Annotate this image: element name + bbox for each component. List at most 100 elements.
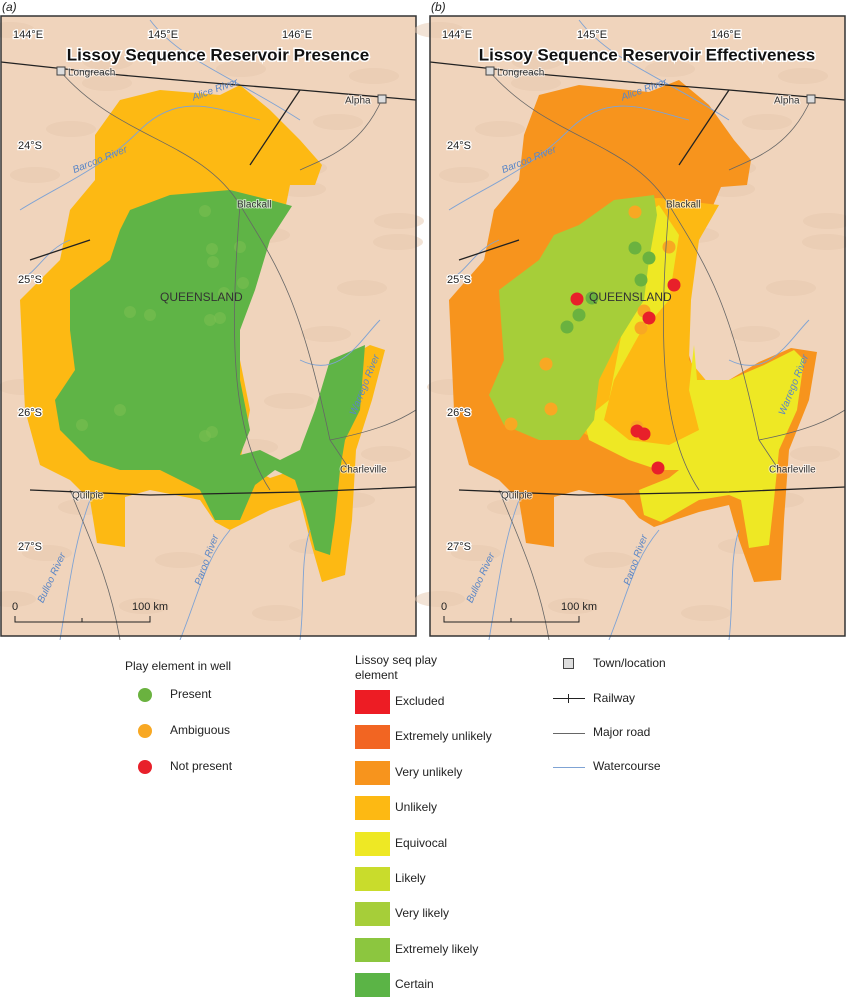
town-label: Charleville — [769, 465, 816, 476]
town-marker — [485, 66, 495, 76]
town-label: Blackall — [237, 200, 271, 211]
longitude-label: 145°E — [148, 29, 178, 41]
well — [114, 404, 126, 416]
play-swatch — [355, 867, 390, 891]
well — [651, 461, 665, 475]
well — [199, 205, 211, 217]
symbol-label: Town/location — [593, 656, 666, 670]
well — [504, 417, 518, 431]
railway — [0, 61, 417, 101]
town-symbol — [563, 658, 574, 669]
relief — [415, 591, 465, 607]
town-label: Quilpie — [72, 491, 104, 502]
watercourse — [59, 499, 91, 640]
well — [544, 402, 558, 416]
well — [628, 205, 642, 219]
watercourse — [608, 529, 660, 640]
relief — [0, 22, 35, 38]
scale-bar — [14, 616, 151, 623]
play-label: Certain — [395, 977, 434, 992]
scale-bar — [443, 616, 580, 623]
relief — [313, 114, 363, 130]
major-road — [728, 98, 812, 171]
scale-label: 100 km — [132, 601, 168, 613]
watercourse — [488, 499, 520, 640]
play-label: Extremely unlikely — [395, 729, 492, 744]
maps: (a) 144°E 145°E 146°E 24°S 25°S 26°S 27°S Lissoy… — [0, 0, 846, 640]
well — [642, 311, 656, 325]
major-road — [329, 409, 417, 441]
town-label: Blackall — [666, 200, 700, 211]
town-marker — [377, 94, 387, 104]
relief — [584, 552, 634, 568]
well — [237, 277, 249, 289]
map-frame — [0, 15, 417, 637]
well — [634, 321, 648, 335]
relief — [766, 280, 816, 296]
relief — [730, 326, 780, 342]
relief — [645, 61, 695, 77]
play-zone — [55, 190, 365, 555]
relief — [439, 167, 489, 183]
well-legend-title: Play element in well — [125, 659, 232, 673]
railway — [429, 61, 846, 101]
well — [560, 320, 574, 334]
symbol-label: Major road — [593, 725, 651, 739]
relief — [0, 591, 36, 607]
latitude-label: 27°S — [18, 541, 42, 553]
play-label: Equivocal — [395, 835, 448, 850]
watercourse — [448, 239, 500, 281]
railway-tick — [568, 694, 569, 703]
relief — [82, 75, 132, 91]
relief — [46, 121, 96, 137]
relief — [778, 68, 828, 84]
relief — [511, 75, 561, 91]
watercourse — [179, 529, 231, 640]
well — [76, 419, 88, 431]
town-label: Longreach — [497, 68, 544, 79]
latitude-label: 26°S — [18, 407, 42, 419]
well — [199, 430, 211, 442]
well-swatch — [138, 760, 152, 774]
relief — [361, 446, 411, 462]
scale-label: 100 km — [561, 601, 597, 613]
well-swatch — [138, 688, 152, 702]
well — [634, 273, 648, 287]
watercourse — [578, 19, 730, 121]
major-road — [758, 409, 846, 441]
well — [570, 292, 584, 306]
latitude-label: 25°S — [447, 274, 471, 286]
major-road — [234, 204, 271, 491]
relief — [349, 68, 399, 84]
well — [204, 314, 216, 326]
watercourse — [19, 239, 71, 281]
watercourse — [149, 19, 301, 121]
major-road — [299, 98, 383, 171]
well — [539, 357, 553, 371]
symbol-label: Railway — [593, 691, 636, 705]
well — [662, 240, 676, 254]
play-label: Excluded — [395, 694, 445, 708]
map-title: Lissoy Sequence Reservoir Presence — [67, 45, 369, 64]
state-label: QUEENSLAND — [589, 290, 672, 304]
watercourse-symbol — [553, 767, 585, 768]
play-swatch — [355, 937, 390, 962]
map-panel: (a) 144°E 145°E 146°E 24°S 25°S 26°S 27°S Lissoy… — [0, 0, 424, 640]
longitude-label: 144°E — [13, 29, 43, 41]
relief — [83, 54, 133, 70]
play-swatch — [355, 973, 390, 997]
relief — [337, 280, 387, 296]
play-label: Likely — [395, 871, 426, 885]
watercourse — [728, 529, 740, 640]
well — [234, 241, 246, 253]
play-swatch — [355, 760, 390, 785]
well — [585, 291, 599, 305]
play-swatch — [355, 690, 390, 714]
railway-symbol — [553, 698, 585, 699]
play-swatch — [355, 831, 390, 856]
relief — [802, 234, 846, 250]
relief — [512, 54, 562, 70]
well — [214, 312, 226, 324]
play-label: Unlikely — [395, 800, 438, 815]
